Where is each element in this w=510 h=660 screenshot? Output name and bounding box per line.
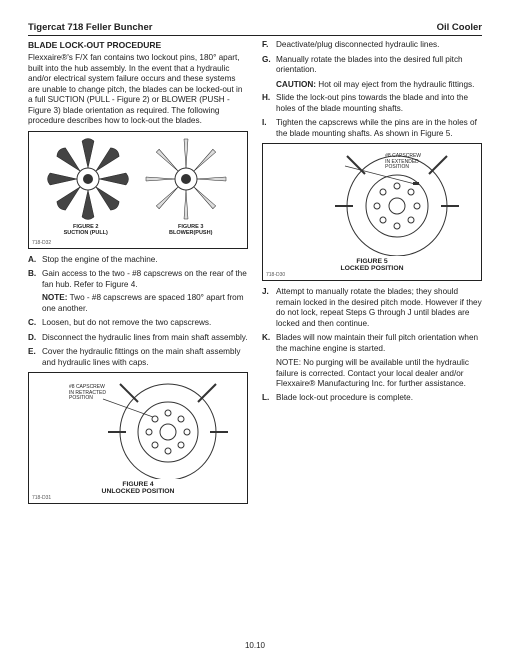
- step-text: Tighten the capscrews while the pins are…: [276, 118, 482, 139]
- step-letter: E.: [28, 347, 42, 368]
- hub-unlocked-icon: [33, 377, 243, 479]
- header-right: Oil Cooler: [437, 22, 482, 33]
- step-item: J.Attempt to manually rotate the blades;…: [262, 287, 482, 329]
- step-item: A.Stop the engine of the machine.: [28, 255, 248, 266]
- step-text: Gain access to the two - #8 capscrews on…: [42, 269, 248, 314]
- step-text: Cover the hydraulic fittings on the main…: [42, 347, 248, 368]
- step-item: I.Tighten the capscrews while the pins a…: [262, 118, 482, 139]
- step-text: Disconnect the hydraulic lines from main…: [42, 333, 248, 344]
- figure-5-label: FIGURE 5 LOCKED POSITION: [267, 258, 477, 272]
- step-item: H.Slide the lock-out pins towards the bl…: [262, 93, 482, 114]
- step-letter: J.: [262, 287, 276, 329]
- figure-2-label: FIGURE 2 SUCTION (PULL): [64, 224, 108, 236]
- step-caution: CAUTION: Hot oil may eject from the hydr…: [276, 80, 482, 91]
- step-text: Blades will now maintain their full pitc…: [276, 333, 482, 354]
- fig4-annotation: #8 CAPSCREW IN RETRACTED POSITION: [69, 385, 106, 402]
- step-letter: A.: [28, 255, 42, 266]
- step-text: Manually rotate the blades into the desi…: [276, 55, 482, 76]
- intro-paragraph: Flexxaire®'s F/X fan contains two lockou…: [28, 53, 248, 127]
- step-letter: H.: [262, 93, 276, 114]
- step-item: G.Manually rotate the blades into the de…: [262, 55, 482, 76]
- hub-locked-icon: [267, 148, 477, 256]
- figure-code: 718-D31: [32, 495, 51, 501]
- figure-code: 718-D30: [266, 272, 285, 278]
- step-letter: C.: [28, 318, 42, 329]
- step-item: F.Deactivate/plug disconnected hydraulic…: [262, 40, 482, 51]
- step-item: B.Gain access to the two - #8 capscrews …: [28, 269, 248, 314]
- step-letter: B.: [28, 269, 42, 314]
- page-number: 10.10: [0, 641, 510, 650]
- step-text: Attempt to manually rotate the blades; t…: [276, 287, 482, 329]
- step-letter: L.: [262, 393, 276, 404]
- step-text: Slide the lock-out pins towards the blad…: [276, 93, 482, 114]
- step-item: C.Loosen, but do not remove the two caps…: [28, 318, 248, 329]
- header-left: Tigercat 718 Feller Buncher: [28, 22, 152, 33]
- step-item: E.Cover the hydraulic fittings on the ma…: [28, 347, 248, 368]
- page-header: Tigercat 718 Feller Buncher Oil Cooler: [28, 22, 482, 36]
- step-item: L.Blade lock-out procedure is complete.: [262, 393, 482, 404]
- steps-right-top: F.Deactivate/plug disconnected hydraulic…: [262, 40, 482, 139]
- step-text: Blade lock-out procedure is complete.: [276, 393, 482, 404]
- section-title: BLADE LOCK-OUT PROCEDURE: [28, 40, 248, 50]
- fig5-annotation: #8 CAPSCREW IN EXTENDED POSITION: [385, 154, 421, 171]
- step-letter: K.: [262, 333, 276, 354]
- step-note: NOTE: No purging will be available until…: [276, 358, 482, 390]
- left-column: BLADE LOCK-OUT PROCEDURE Flexxaire®'s F/…: [28, 40, 248, 510]
- figure-code: 718-D32: [32, 240, 51, 246]
- figure-2-3-box: FIGURE 2 SUCTION (PULL) FIGURE 3 BLOWER(…: [28, 131, 248, 249]
- step-note: NOTE: Two - #8 capscrews are spaced 180°…: [42, 293, 248, 314]
- right-column: F.Deactivate/plug disconnected hydraulic…: [262, 40, 482, 510]
- step-letter: F.: [262, 40, 276, 51]
- figure-4-box: #8 CAPSCREW IN RETRACTED POSITION FIGURE…: [28, 372, 248, 504]
- step-text: Stop the engine of the machine.: [42, 255, 248, 266]
- step-item: K.Blades will now maintain their full pi…: [262, 333, 482, 354]
- step-text: Loosen, but do not remove the two capscr…: [42, 318, 248, 329]
- figure-5-box: #8 CAPSCREW IN EXTENDED POSITION FIGURE …: [262, 143, 482, 281]
- step-text: Deactivate/plug disconnected hydraulic l…: [276, 40, 482, 51]
- step-letter: D.: [28, 333, 42, 344]
- steps-left: A.Stop the engine of the machine.B.Gain …: [28, 255, 248, 369]
- figure-4-label: FIGURE 4 UNLOCKED POSITION: [33, 481, 243, 495]
- step-letter: G.: [262, 55, 276, 76]
- fan-diagram-icon: [33, 136, 243, 222]
- step-item: D.Disconnect the hydraulic lines from ma…: [28, 333, 248, 344]
- figure-3-label: FIGURE 3 BLOWER(PUSH): [169, 224, 212, 236]
- step-letter: I.: [262, 118, 276, 139]
- steps-right-bottom: J.Attempt to manually rotate the blades;…: [262, 287, 482, 403]
